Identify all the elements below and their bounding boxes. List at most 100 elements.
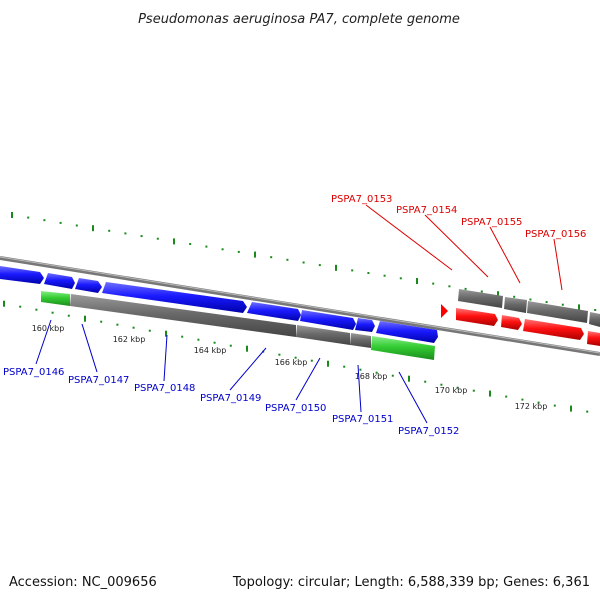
minor-tick: [278, 353, 281, 356]
minor-tick: [586, 410, 589, 413]
gene-label[interactable]: PSPA7_0153: [331, 194, 392, 205]
minor-tick: [432, 282, 435, 285]
gene-label-leaders: [35, 204, 563, 424]
gene-labels: PSPA7_0146 PSPA7_0147 PSPA7_0148 PSPA7_0…: [3, 194, 586, 437]
major-tick: [578, 304, 580, 311]
gene-forward-0154: [501, 315, 522, 330]
minor-tick: [181, 335, 184, 338]
major-tick: [165, 330, 167, 337]
major-tick: [92, 225, 94, 232]
minor-tick: [480, 290, 483, 293]
gene-forward-0149: [247, 302, 301, 321]
major-tick: [408, 375, 410, 382]
tick-labels: 160 kbp 162 kbp 164 kbp 166 kbp 168 kbp …: [32, 324, 548, 411]
minor-tick: [375, 371, 378, 374]
gene-reverse-0147: [70, 294, 296, 337]
gene-label[interactable]: PSPA7_0149: [200, 393, 261, 404]
minor-tick: [505, 395, 508, 398]
minor-tick: [43, 219, 46, 222]
minor-tick: [391, 374, 394, 377]
major-tick: [3, 300, 5, 307]
minor-tick: [359, 368, 362, 371]
gene-label[interactable]: PSPA7_0156: [525, 229, 586, 240]
gene-label[interactable]: PSPA7_0151: [332, 414, 393, 425]
minor-tick: [594, 309, 597, 311]
gene-forward-0145: [0, 266, 44, 284]
major-tick: [570, 405, 572, 412]
gene-forward-0155: [523, 319, 584, 340]
tick-label: 164 kbp: [194, 346, 227, 355]
major-tick: [246, 345, 248, 352]
minor-tick: [383, 274, 386, 277]
minor-tick: [237, 250, 240, 253]
minor-tick: [35, 308, 38, 311]
leader-line: [295, 357, 321, 401]
minor-tick: [221, 248, 224, 251]
major-tick: [254, 251, 256, 258]
minor-tick: [424, 380, 427, 383]
rna-feature-0146: [41, 291, 70, 306]
gene-reverse-0150: [296, 325, 350, 345]
major-tick: [335, 264, 337, 271]
major-tick: [11, 212, 13, 218]
gene-forward-edge-marker: [441, 304, 448, 318]
genome-summary-text: Topology: circular; Length: 6,588,339 bp…: [232, 575, 590, 590]
minor-tick: [553, 404, 556, 407]
minor-tick: [545, 301, 548, 304]
leader-line: [163, 334, 168, 382]
minor-tick: [100, 320, 103, 323]
gene-label[interactable]: PSPA7_0148: [134, 383, 195, 394]
gene-reverse-0151: [350, 333, 371, 348]
minor-tick: [205, 245, 208, 248]
forward-strand-track: [0, 266, 600, 346]
minor-tick: [351, 269, 354, 272]
minor-tick: [229, 344, 232, 347]
minor-tick: [124, 232, 127, 235]
gene-reverse-0155: [527, 301, 588, 323]
gene-forward-0156: [587, 331, 600, 346]
minor-tick: [189, 243, 192, 245]
gene-label[interactable]: PSPA7_0154: [396, 205, 457, 216]
leader-line: [35, 319, 52, 365]
gene-label[interactable]: PSPA7_0150: [265, 403, 326, 414]
gene-label[interactable]: PSPA7_0146: [3, 367, 64, 378]
accession-text: Accession: NC_009656: [9, 575, 157, 590]
gene-label[interactable]: PSPA7_0152: [398, 426, 459, 437]
genome-backbone: [0, 256, 600, 356]
gene-reverse-0156: [589, 312, 600, 327]
minor-tick: [132, 326, 135, 329]
leader-line: [398, 371, 428, 424]
gene-forward-0153: [456, 308, 498, 326]
major-tick: [173, 238, 175, 245]
minor-tick: [561, 303, 564, 306]
gene-label[interactable]: PSPA7_0155: [461, 217, 522, 228]
tick-label: 172 kbp: [515, 402, 548, 411]
leader-line: [229, 347, 267, 391]
minor-tick: [116, 323, 119, 326]
minor-tick: [59, 221, 62, 224]
minor-tick: [464, 287, 467, 290]
inner-tick-track: [3, 300, 589, 413]
minor-tick: [399, 277, 402, 280]
rna-feature-0152: [371, 336, 435, 360]
minor-tick: [156, 237, 159, 240]
minor-tick: [51, 311, 54, 314]
minor-tick: [318, 264, 321, 267]
map-title: Pseudomonas aeruginosa PA7, complete gen…: [138, 12, 460, 27]
major-tick: [489, 390, 491, 397]
major-tick: [84, 315, 86, 322]
minor-tick: [367, 272, 370, 274]
minor-tick: [75, 224, 78, 227]
minor-tick: [448, 285, 451, 288]
minor-tick: [294, 356, 297, 359]
leader-line: [489, 226, 521, 284]
tick-label: 170 kbp: [435, 386, 468, 395]
minor-tick: [286, 258, 289, 261]
leader-line: [81, 323, 98, 373]
minor-tick: [19, 305, 22, 308]
minor-tick: [472, 389, 475, 392]
tick-label: 162 kbp: [113, 335, 146, 344]
gene-forward-0146: [44, 273, 75, 289]
gene-label[interactable]: PSPA7_0147: [68, 375, 129, 386]
